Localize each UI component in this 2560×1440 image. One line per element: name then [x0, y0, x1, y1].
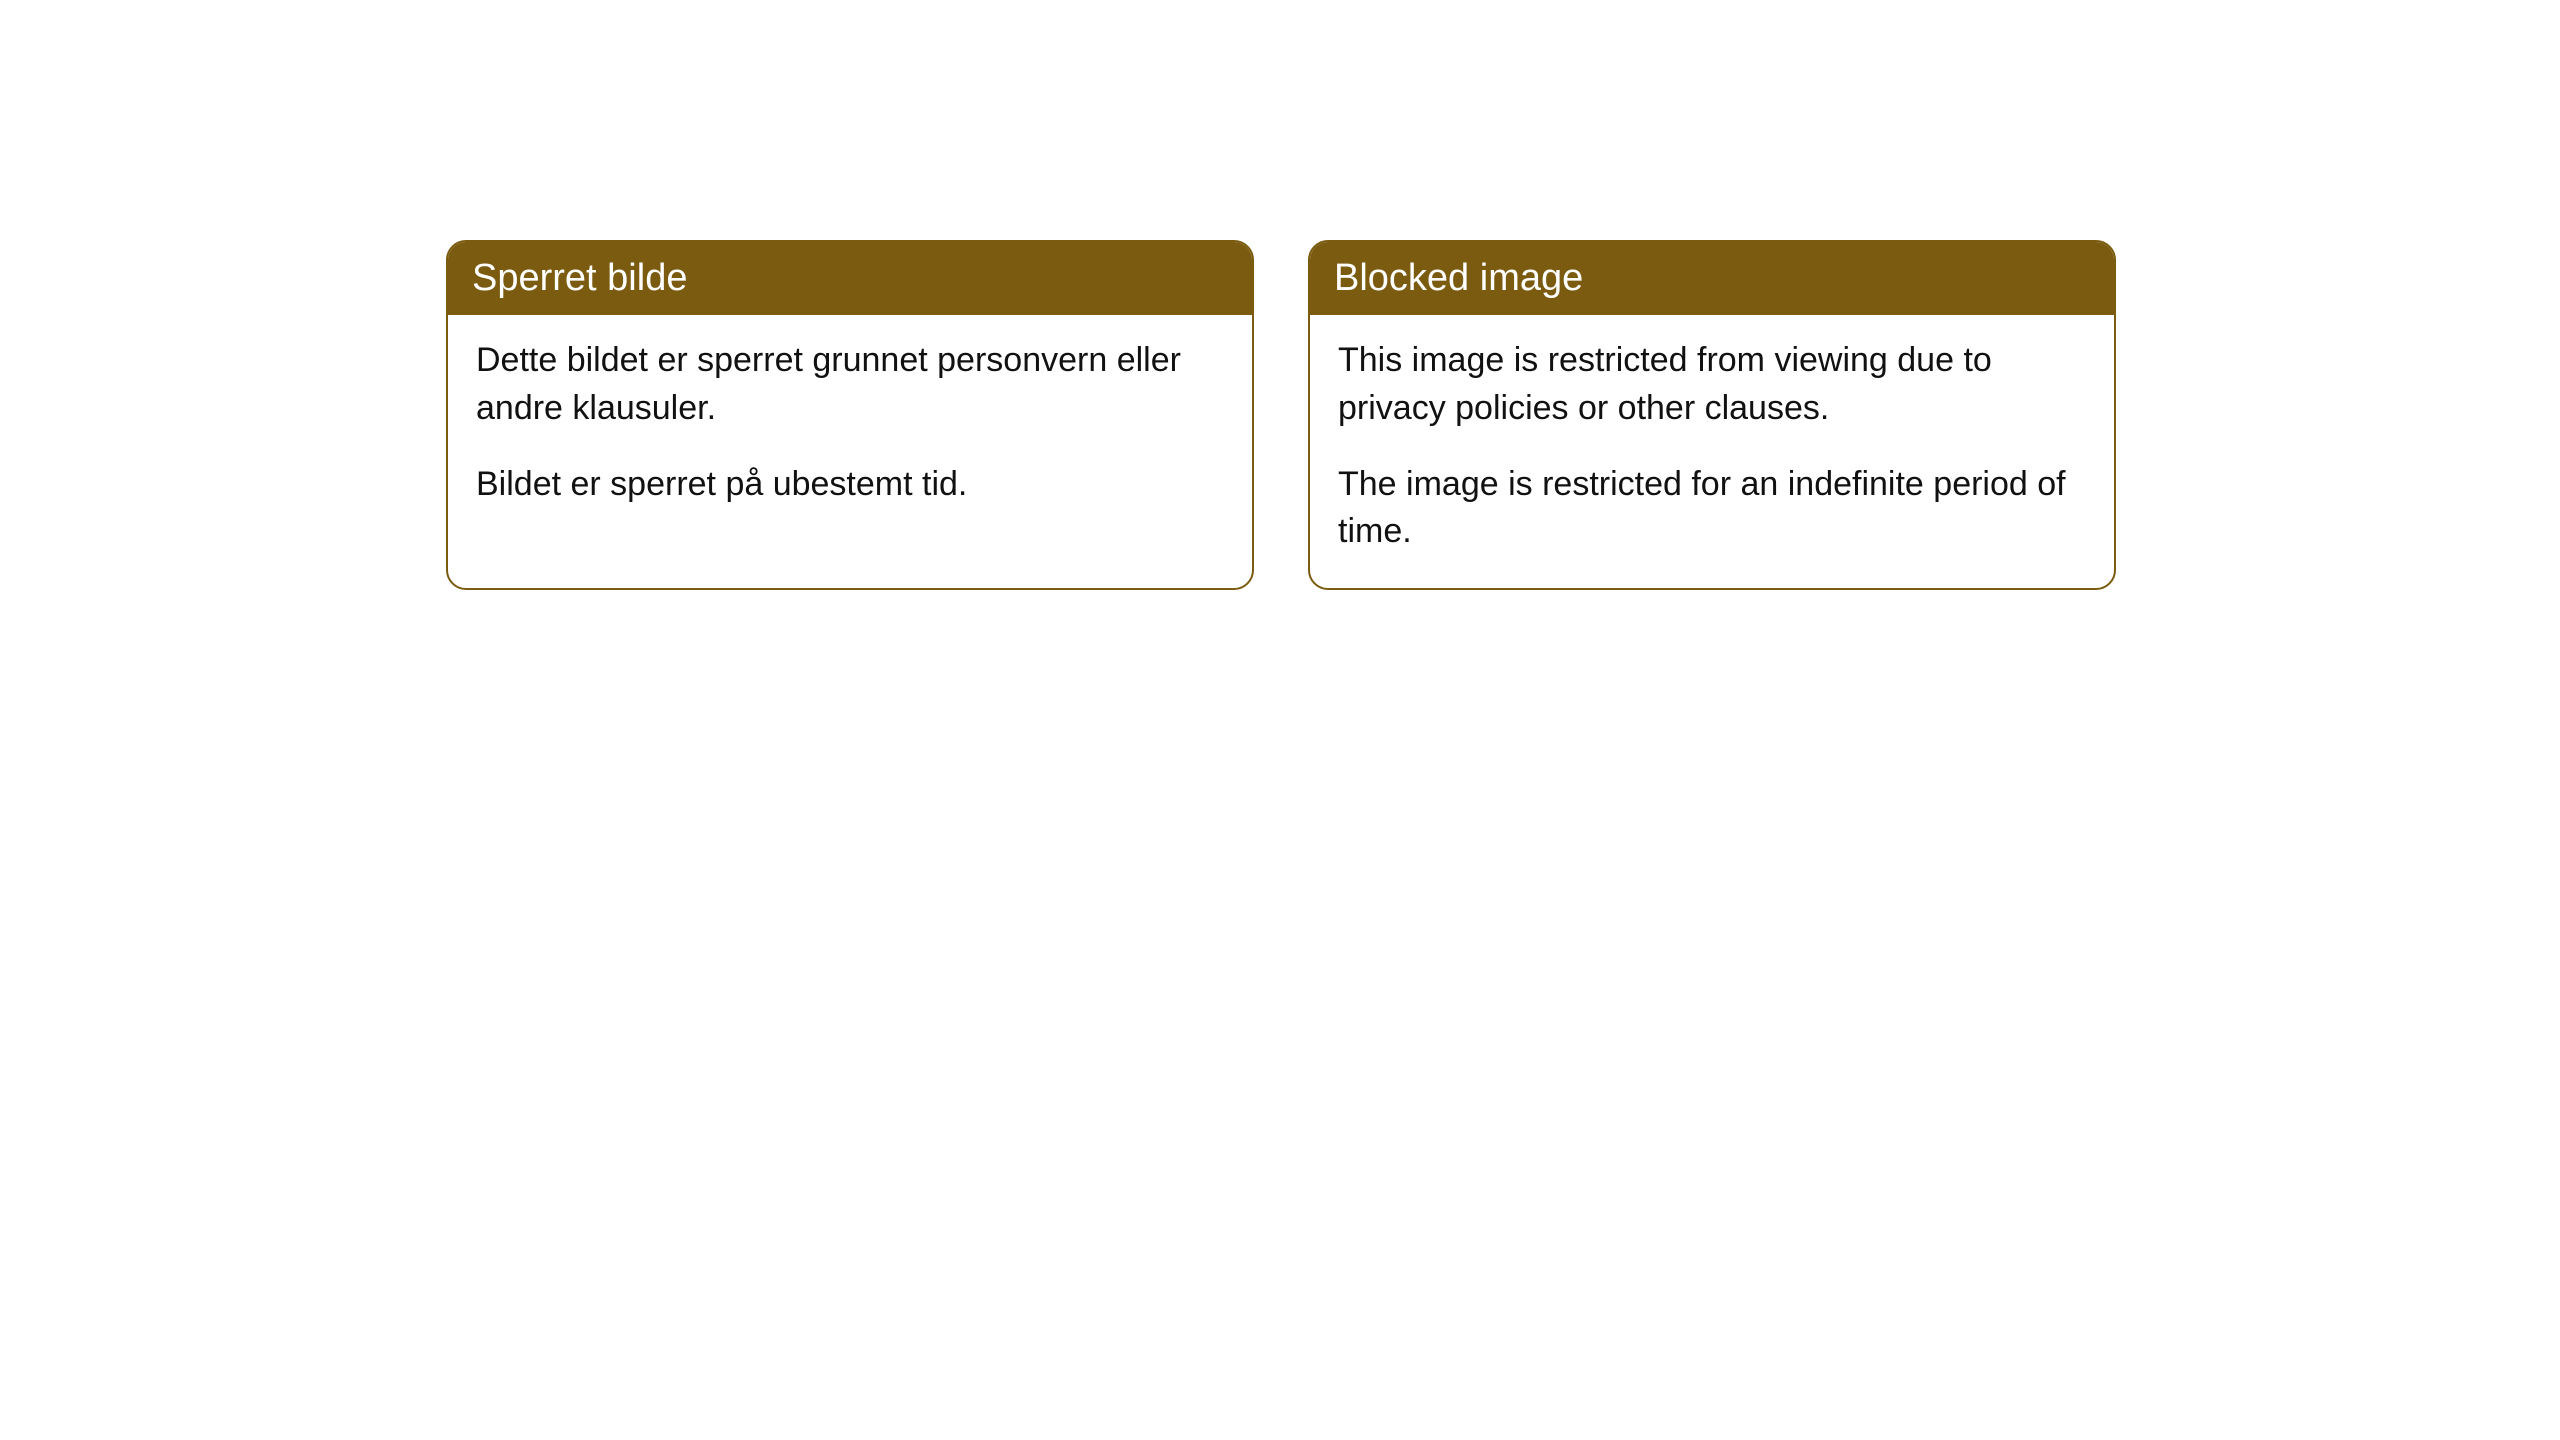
card-paragraph: Bildet er sperret på ubestemt tid.: [476, 461, 1224, 509]
blocked-image-card-no: Sperret bilde Dette bildet er sperret gr…: [446, 240, 1254, 590]
card-header: Sperret bilde: [448, 242, 1252, 315]
card-body: Dette bildet er sperret grunnet personve…: [448, 315, 1252, 587]
card-paragraph: This image is restricted from viewing du…: [1338, 337, 2086, 432]
card-body: This image is restricted from viewing du…: [1310, 315, 2114, 587]
card-title: Blocked image: [1334, 257, 1583, 299]
card-paragraph: Dette bildet er sperret grunnet personve…: [476, 337, 1224, 432]
card-title: Sperret bilde: [472, 257, 687, 299]
card-paragraph: The image is restricted for an indefinit…: [1338, 461, 2086, 556]
notice-container: Sperret bilde Dette bildet er sperret gr…: [446, 240, 2116, 590]
blocked-image-card-en: Blocked image This image is restricted f…: [1308, 240, 2116, 590]
card-header: Blocked image: [1310, 242, 2114, 315]
